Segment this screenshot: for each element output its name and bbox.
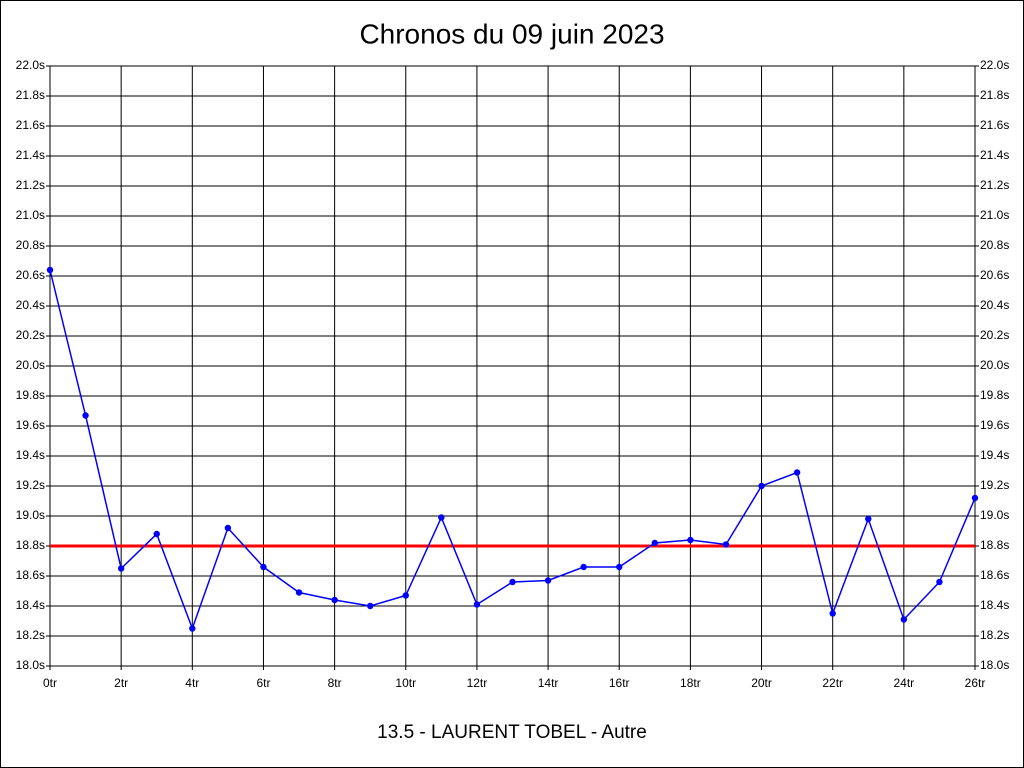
data-point — [189, 625, 196, 632]
data-point — [793, 469, 801, 476]
y2-tick-label: 21.2s — [980, 178, 1009, 192]
y2-tick-label: 21.8s — [980, 88, 1009, 102]
data-point — [153, 530, 160, 538]
x-tick-label: 2tr — [114, 676, 128, 690]
y2-tick-label: 18.4s — [980, 598, 1009, 612]
data-point — [117, 565, 125, 572]
data-point — [331, 596, 338, 604]
data-point — [758, 482, 765, 490]
data-point — [402, 592, 409, 599]
y-tick-label: 18.8s — [16, 538, 45, 552]
x-tick-label: 18tr — [680, 676, 701, 690]
y-tick-label: 20.0s — [16, 358, 45, 372]
y-tick-label: 20.2s — [16, 328, 45, 342]
x-tick-label: 8tr — [328, 676, 342, 690]
y2-tick-label: 19.2s — [980, 478, 1009, 492]
y2-tick-label: 18.8s — [980, 538, 1009, 552]
y-tick-label: 18.4s — [16, 598, 45, 612]
data-point — [473, 601, 481, 608]
y-tick-label: 20.6s — [16, 268, 45, 282]
y-tick-label: 19.2s — [16, 478, 45, 492]
data-point — [82, 412, 89, 419]
data-point — [651, 539, 659, 547]
y-tick-label: 19.0s — [16, 508, 45, 522]
y-tick-label: 20.8s — [16, 238, 45, 252]
plot-frame — [49, 65, 976, 667]
y2-tick-label: 20.0s — [980, 358, 1009, 372]
y-tick-label: 19.4s — [16, 448, 45, 462]
data-point — [616, 563, 623, 571]
y-tick-label: 21.2s — [16, 178, 45, 192]
y2-tick-label: 18.2s — [980, 628, 1009, 642]
data-point — [971, 494, 979, 502]
x-tick-label: 10tr — [395, 676, 416, 690]
y2-tick-label: 18.6s — [980, 568, 1009, 582]
y-tick-label: 19.8s — [16, 388, 45, 402]
y2-tick-label: 20.2s — [980, 328, 1009, 342]
x-tick-label: 22tr — [822, 676, 843, 690]
data-point — [46, 266, 54, 274]
chart-title: Chronos du 09 juin 2023 — [359, 18, 664, 49]
data-point — [509, 578, 516, 586]
y2-tick-label: 19.8s — [980, 388, 1009, 402]
y2-tick-label: 19.4s — [980, 448, 1009, 462]
data-point — [580, 563, 587, 571]
x-tick-label: 4tr — [185, 676, 199, 690]
y2-tick-label: 21.6s — [980, 118, 1009, 132]
y-tick-label: 18.6s — [16, 568, 45, 582]
data-point — [865, 515, 872, 523]
x-tick-label: 26tr — [965, 676, 986, 690]
y2-tick-label: 20.8s — [980, 238, 1009, 252]
data-point — [900, 616, 908, 623]
y2-tick-label: 20.4s — [980, 298, 1009, 312]
y2-tick-label: 21.4s — [980, 148, 1009, 162]
y2-tick-label: 18.0s — [980, 658, 1009, 672]
data-point — [438, 514, 445, 521]
x-tick-label: 6tr — [256, 676, 270, 690]
y2-tick-label: 20.6s — [980, 268, 1009, 282]
y-tick-label: 22.0s — [16, 58, 45, 72]
y-tick-label: 21.4s — [16, 148, 45, 162]
y2-tick-label: 19.0s — [980, 508, 1009, 522]
x-tick-label: 24tr — [894, 676, 915, 690]
x-tick-label: 16tr — [609, 676, 630, 690]
data-point — [722, 541, 730, 548]
y2-tick-label: 21.0s — [980, 208, 1009, 222]
data-point — [936, 578, 943, 586]
y-tick-label: 21.6s — [16, 118, 45, 132]
x-tick-label: 14tr — [538, 676, 559, 690]
chart-subtitle: 13.5 - LAURENT TOBEL - Autre — [377, 722, 647, 743]
data-point — [366, 602, 374, 610]
y-tick-label: 18.2s — [16, 628, 45, 642]
data-point — [224, 524, 232, 532]
data-point — [544, 577, 552, 584]
data-point — [295, 589, 303, 596]
data-point — [829, 610, 836, 617]
x-tick-label: 12tr — [467, 676, 488, 690]
x-tick-label: 0tr — [43, 676, 57, 690]
y-tick-label: 20.4s — [16, 298, 45, 312]
y-tick-label: 21.8s — [16, 88, 45, 102]
y-tick-label: 19.6s — [16, 418, 45, 432]
x-tick-label: 20tr — [751, 676, 772, 690]
data-point — [687, 536, 694, 544]
data-point — [260, 563, 267, 571]
y2-tick-label: 22.0s — [980, 58, 1009, 72]
y-tick-label: 18.0s — [16, 658, 45, 672]
y2-tick-label: 19.6s — [980, 418, 1009, 432]
y-tick-label: 21.0s — [16, 208, 45, 222]
